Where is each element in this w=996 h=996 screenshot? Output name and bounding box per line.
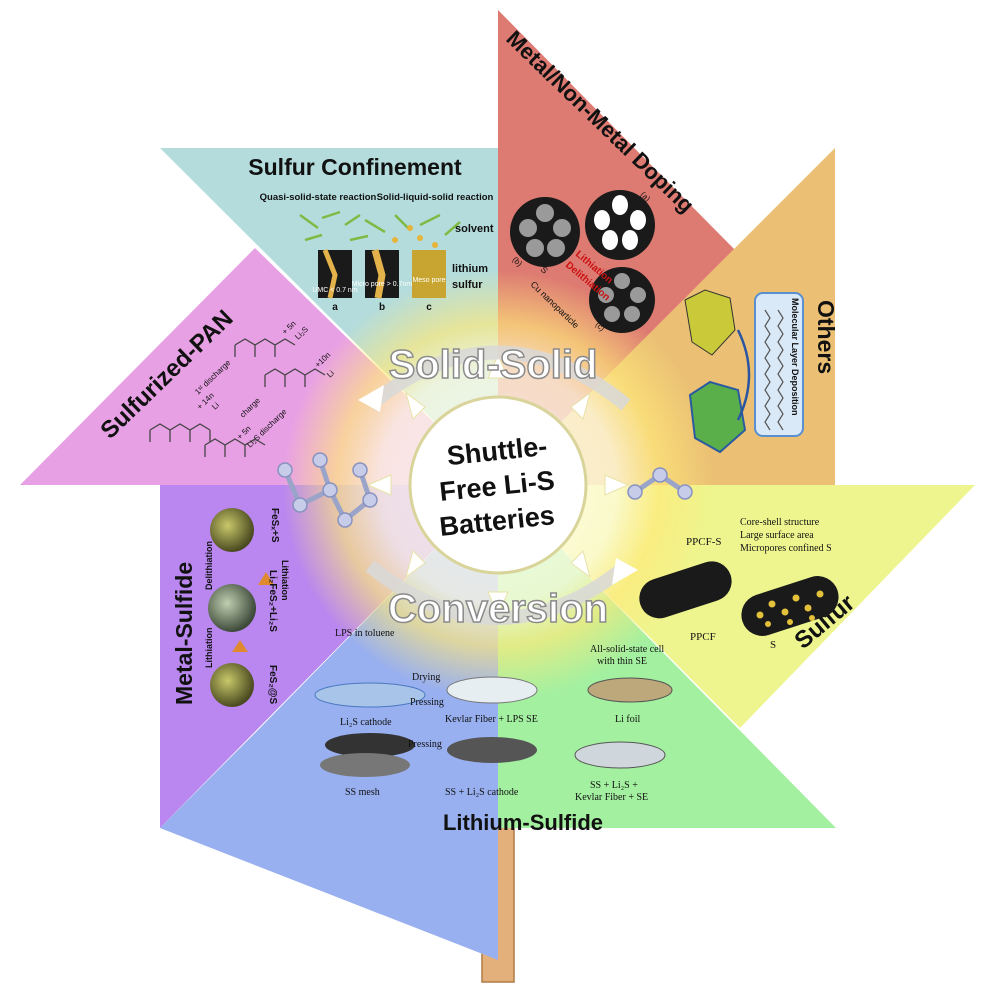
arc-label-solid-solid: Solid-Solid: [389, 343, 598, 387]
ss-mesh-label: SS mesh: [345, 787, 380, 798]
pore-c-letter: c: [426, 302, 432, 313]
arc-label-conversion: Conversion: [388, 587, 608, 631]
pressing-label-1: Pressing: [410, 697, 444, 708]
doping-particles: [510, 190, 655, 333]
pore-a-letter: a: [332, 302, 338, 313]
conversion-arc: [365, 560, 631, 625]
s8-label: S: [539, 264, 550, 275]
all-solid-label-1: All-solid-state cell: [590, 644, 664, 655]
solid-solid-arc: [365, 345, 631, 411]
pore-b-letter: b: [379, 302, 385, 313]
pressing-label-2: Pressing: [408, 739, 442, 750]
mld-chains: [764, 309, 784, 431]
molecule-right-atoms: [627, 467, 693, 500]
lithium-sulfide-title: Lithium-Sulfide: [443, 810, 603, 835]
metal-sulfide-title: Metal-Sulfide: [171, 562, 197, 705]
mld-label: Molecular Layer Deposition: [790, 298, 800, 416]
delithiation-ms-label: Delithiation: [204, 541, 214, 590]
lithiation-ms-label-2: Lithiation: [204, 628, 214, 669]
quasi-solid-label: Quasi-solid-state reaction: [260, 192, 377, 203]
ss-cathode-label: SS + Li₂S cathode: [445, 787, 519, 798]
ppcf-cylinders: [639, 561, 839, 636]
feature-2: Large surface area: [740, 530, 814, 541]
solid-liquid-solid-label: Solid-liquid-solid reaction: [377, 192, 494, 203]
ppcfs-label: PPCF-S: [686, 536, 721, 548]
sulfur-confinement-title: Sulfur Confinement: [248, 154, 462, 180]
sunburst-arrows: [366, 353, 630, 617]
lps-label: LPS in toluene: [335, 628, 395, 639]
sulfur-label: sulfur: [452, 279, 483, 291]
arc-arrow-right: [612, 558, 638, 585]
others-crystal-top: [684, 289, 736, 356]
solvent-label: solvent: [455, 223, 494, 235]
kevlar-label: Kevlar Fiber + LPS SE: [445, 714, 538, 725]
arc-arrow-left: [358, 385, 384, 412]
ppcf-label: PPCF: [690, 631, 716, 643]
pore-c-label: Meso pore: [412, 277, 445, 284]
li-label-1: Li: [210, 400, 221, 411]
lithium-label: lithium: [452, 263, 488, 275]
others-crystal-bottom: [688, 380, 747, 454]
feature-3: Micropores confined S: [740, 543, 832, 554]
metal-sulfide-particles: [208, 508, 274, 707]
lithiation-ms-label-1: Lithiation: [280, 560, 290, 601]
li2s-cathode-label: Li₂S cathode: [340, 717, 392, 728]
pan-structures: [149, 338, 326, 457]
molecule-left-atoms: [277, 452, 378, 528]
fes2-s-label: FeS₂@S: [267, 665, 278, 705]
pore-illustrations: [299, 210, 461, 299]
s-label: S: [770, 639, 776, 651]
fesx-label: FeSₓ+S: [269, 508, 280, 543]
all-solid-label-2: with thin SE: [597, 656, 647, 667]
feature-1: Core-shell structure: [740, 517, 820, 528]
li2fes2-label: Li₂FeS₂+Li₂S: [267, 570, 278, 632]
lithium-sulfide-discs: [314, 676, 673, 777]
others-title: Others: [813, 300, 839, 374]
li-foil-label: Li foil: [615, 714, 640, 725]
pore-b-label: Micro pore > 0.7nm: [352, 281, 413, 288]
others-cycle-arrow: [736, 329, 751, 421]
drying-label: Drying: [412, 672, 440, 683]
ss-final-label-2: Kevlar Fiber + SE: [575, 792, 648, 803]
center-circle: [408, 395, 588, 575]
li-label-2: Li: [325, 368, 336, 379]
pore-a-label: UMC < 0.7 nm: [312, 287, 357, 294]
ss-final-label-1: SS + Li₂S +: [590, 780, 638, 791]
